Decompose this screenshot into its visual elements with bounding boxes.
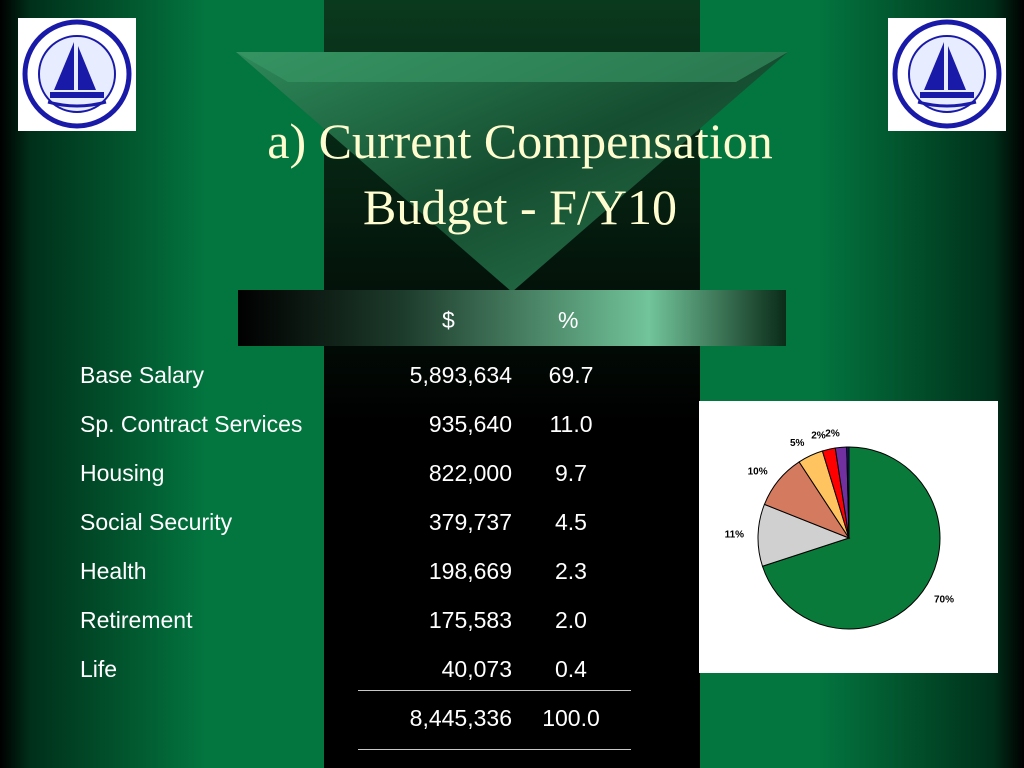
table-row: Life 40,073 0.4 — [0, 656, 700, 686]
total-rule-top — [358, 690, 631, 691]
row-amount: 935,640 — [428, 411, 512, 437]
row-percent: 2.0 — [555, 607, 587, 633]
header-percent: % — [558, 307, 579, 333]
row-amount: 379,737 — [428, 509, 512, 535]
title-line-2: Budget - F/Y10 — [363, 179, 677, 235]
pie-data-label: 2% — [825, 428, 840, 439]
table-row: Housing 822,000 9.7 — [0, 460, 700, 490]
pie-slice — [846, 446, 850, 539]
pie-chart-box: 70% 11% 10% 5% 2% 2% — [699, 401, 998, 673]
total-rule-bottom — [358, 749, 631, 750]
title-line-1: a) Current Compensation — [267, 113, 773, 169]
row-percent: 4.5 — [555, 509, 587, 535]
row-percent: 9.7 — [555, 460, 587, 486]
row-label: Social Security — [80, 509, 233, 535]
row-amount: 198,669 — [428, 558, 512, 584]
total-amount: 8,445,336 — [409, 705, 512, 731]
slide-title: a) Current Compensation Budget - F/Y10 — [160, 108, 880, 240]
row-label: Life — [80, 656, 118, 682]
row-amount: 822,000 — [428, 460, 512, 486]
row-percent: 69.7 — [548, 362, 594, 388]
pie-data-label: 11% — [725, 530, 745, 541]
table-header-bar: $ % — [238, 290, 786, 346]
table-row: Sp. Contract Services 935,640 11.0 — [0, 411, 700, 441]
total-percent: 100.0 — [542, 705, 600, 731]
table-row: Social Security 379,737 4.5 — [0, 509, 700, 539]
row-amount: 40,073 — [441, 656, 512, 682]
table-row: Health 198,669 2.3 — [0, 558, 700, 588]
pie-data-label: 70% — [934, 595, 954, 606]
row-amount: 5,893,634 — [409, 362, 512, 388]
pie-slice — [761, 446, 941, 630]
marble-triangle — [236, 52, 788, 292]
table-row: Retirement 175,583 2.0 — [0, 607, 700, 637]
header-amount: $ — [442, 307, 455, 333]
row-label: Housing — [80, 460, 165, 486]
row-percent: 0.4 — [555, 656, 587, 682]
pie-chart: 70% 11% 10% 5% 2% 2% — [725, 428, 954, 630]
table-row: Base Salary 5,893,634 69.7 — [0, 362, 700, 392]
row-label: Health — [80, 558, 147, 584]
row-percent: 2.3 — [555, 558, 587, 584]
college-logo-right — [888, 18, 1006, 131]
row-label: Retirement — [80, 607, 193, 633]
row-label: Sp. Contract Services — [80, 411, 303, 437]
pie-data-label: 5% — [790, 438, 805, 449]
row-percent: 11.0 — [549, 411, 593, 437]
pie-data-label: 10% — [748, 467, 768, 478]
college-logo-left — [18, 18, 136, 131]
pie-data-label: 2% — [811, 431, 826, 442]
row-label: Base Salary — [80, 362, 205, 388]
total-row: 8,445,336 100.0 — [0, 705, 700, 735]
row-amount: 175,583 — [428, 607, 512, 633]
